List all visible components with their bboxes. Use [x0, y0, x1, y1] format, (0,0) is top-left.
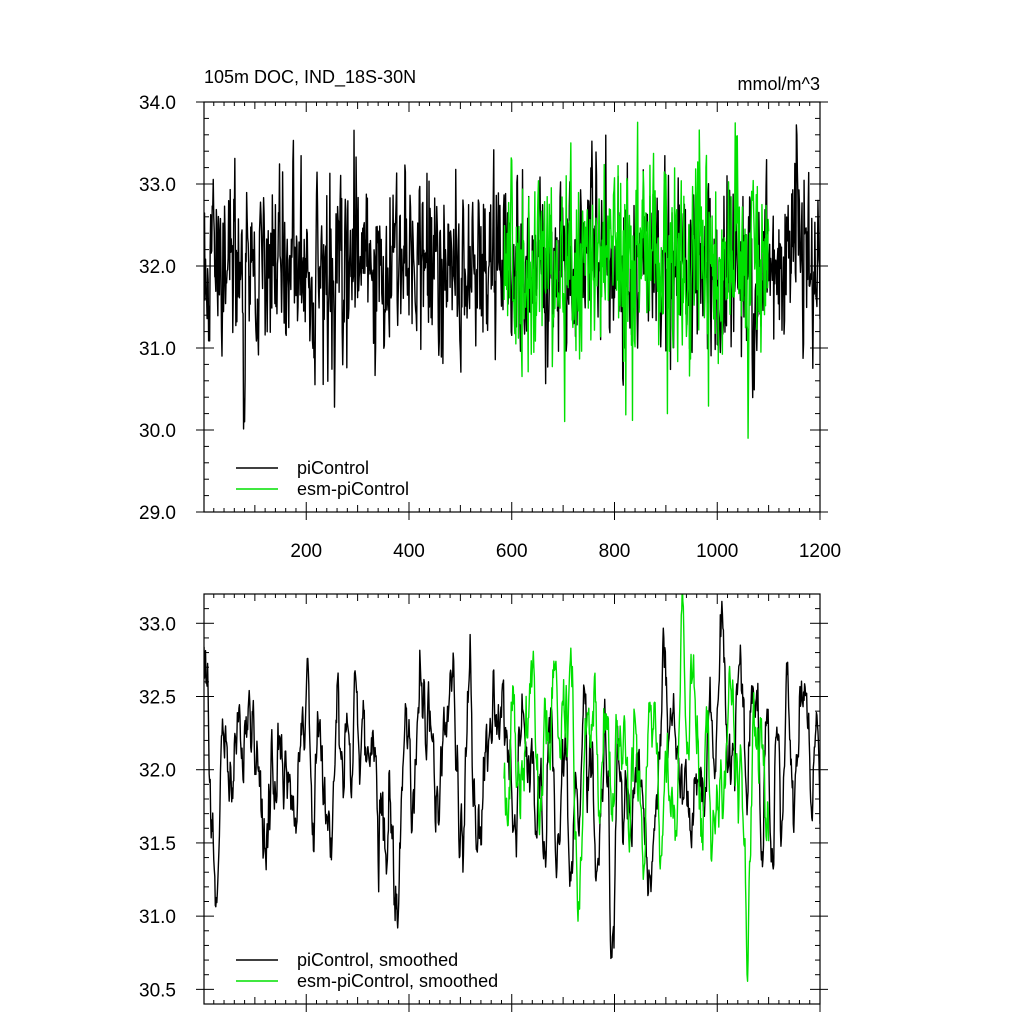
chart-title: 105m DOC, IND_18S-30N	[204, 67, 416, 88]
x-tick-label: 600	[496, 541, 528, 562]
y-tick-label: 33.0	[139, 175, 176, 196]
x-tick-label: 1200	[799, 541, 841, 562]
y-tick-label: 32.0	[139, 257, 176, 278]
y-tick-label: 30.5	[139, 980, 176, 1001]
y-tick-label: 31.0	[139, 907, 176, 928]
series-line-picontrol	[204, 124, 820, 430]
series-layer	[204, 121, 820, 439]
x-tick-label: 1000	[696, 541, 738, 562]
x-tick-label: 400	[393, 541, 425, 562]
y-tick-label: 34.0	[139, 93, 176, 114]
legend-label: esm-piControl, smoothed	[297, 971, 498, 991]
y-tick-label: 32.5	[139, 688, 176, 709]
bottom-panel: 30.5 31.0 31.5 32.0 32.5 33.0 piControl, smoot…	[139, 593, 828, 1012]
y-tick-label: 30.0	[139, 421, 176, 442]
x-tick-label: 200	[290, 541, 322, 562]
legend-label: piControl	[297, 458, 369, 478]
series-line-esm-picontrol	[503, 121, 770, 439]
legend-label: esm-piControl	[297, 479, 409, 499]
y-tick-label: 32.0	[139, 761, 176, 782]
legend-label: piControl, smoothed	[297, 950, 458, 970]
chart-units-label: mmol/m^3	[738, 74, 820, 94]
top-panel: 29.0 30.0 31.0 32.0 33.0 34.0 200 400 600 800 1000…	[139, 93, 841, 562]
y-tick-label: 29.0	[139, 503, 176, 524]
series-line-esm-picontrol-smoothed	[503, 594, 770, 982]
y-tick-label: 31.0	[139, 339, 176, 360]
y-tick-label: 31.5	[139, 834, 176, 855]
y-tick-label: 33.0	[139, 614, 176, 635]
x-tick-label: 800	[599, 541, 631, 562]
series-line-picontrol-smoothed	[204, 600, 820, 960]
series-layer	[204, 594, 820, 982]
